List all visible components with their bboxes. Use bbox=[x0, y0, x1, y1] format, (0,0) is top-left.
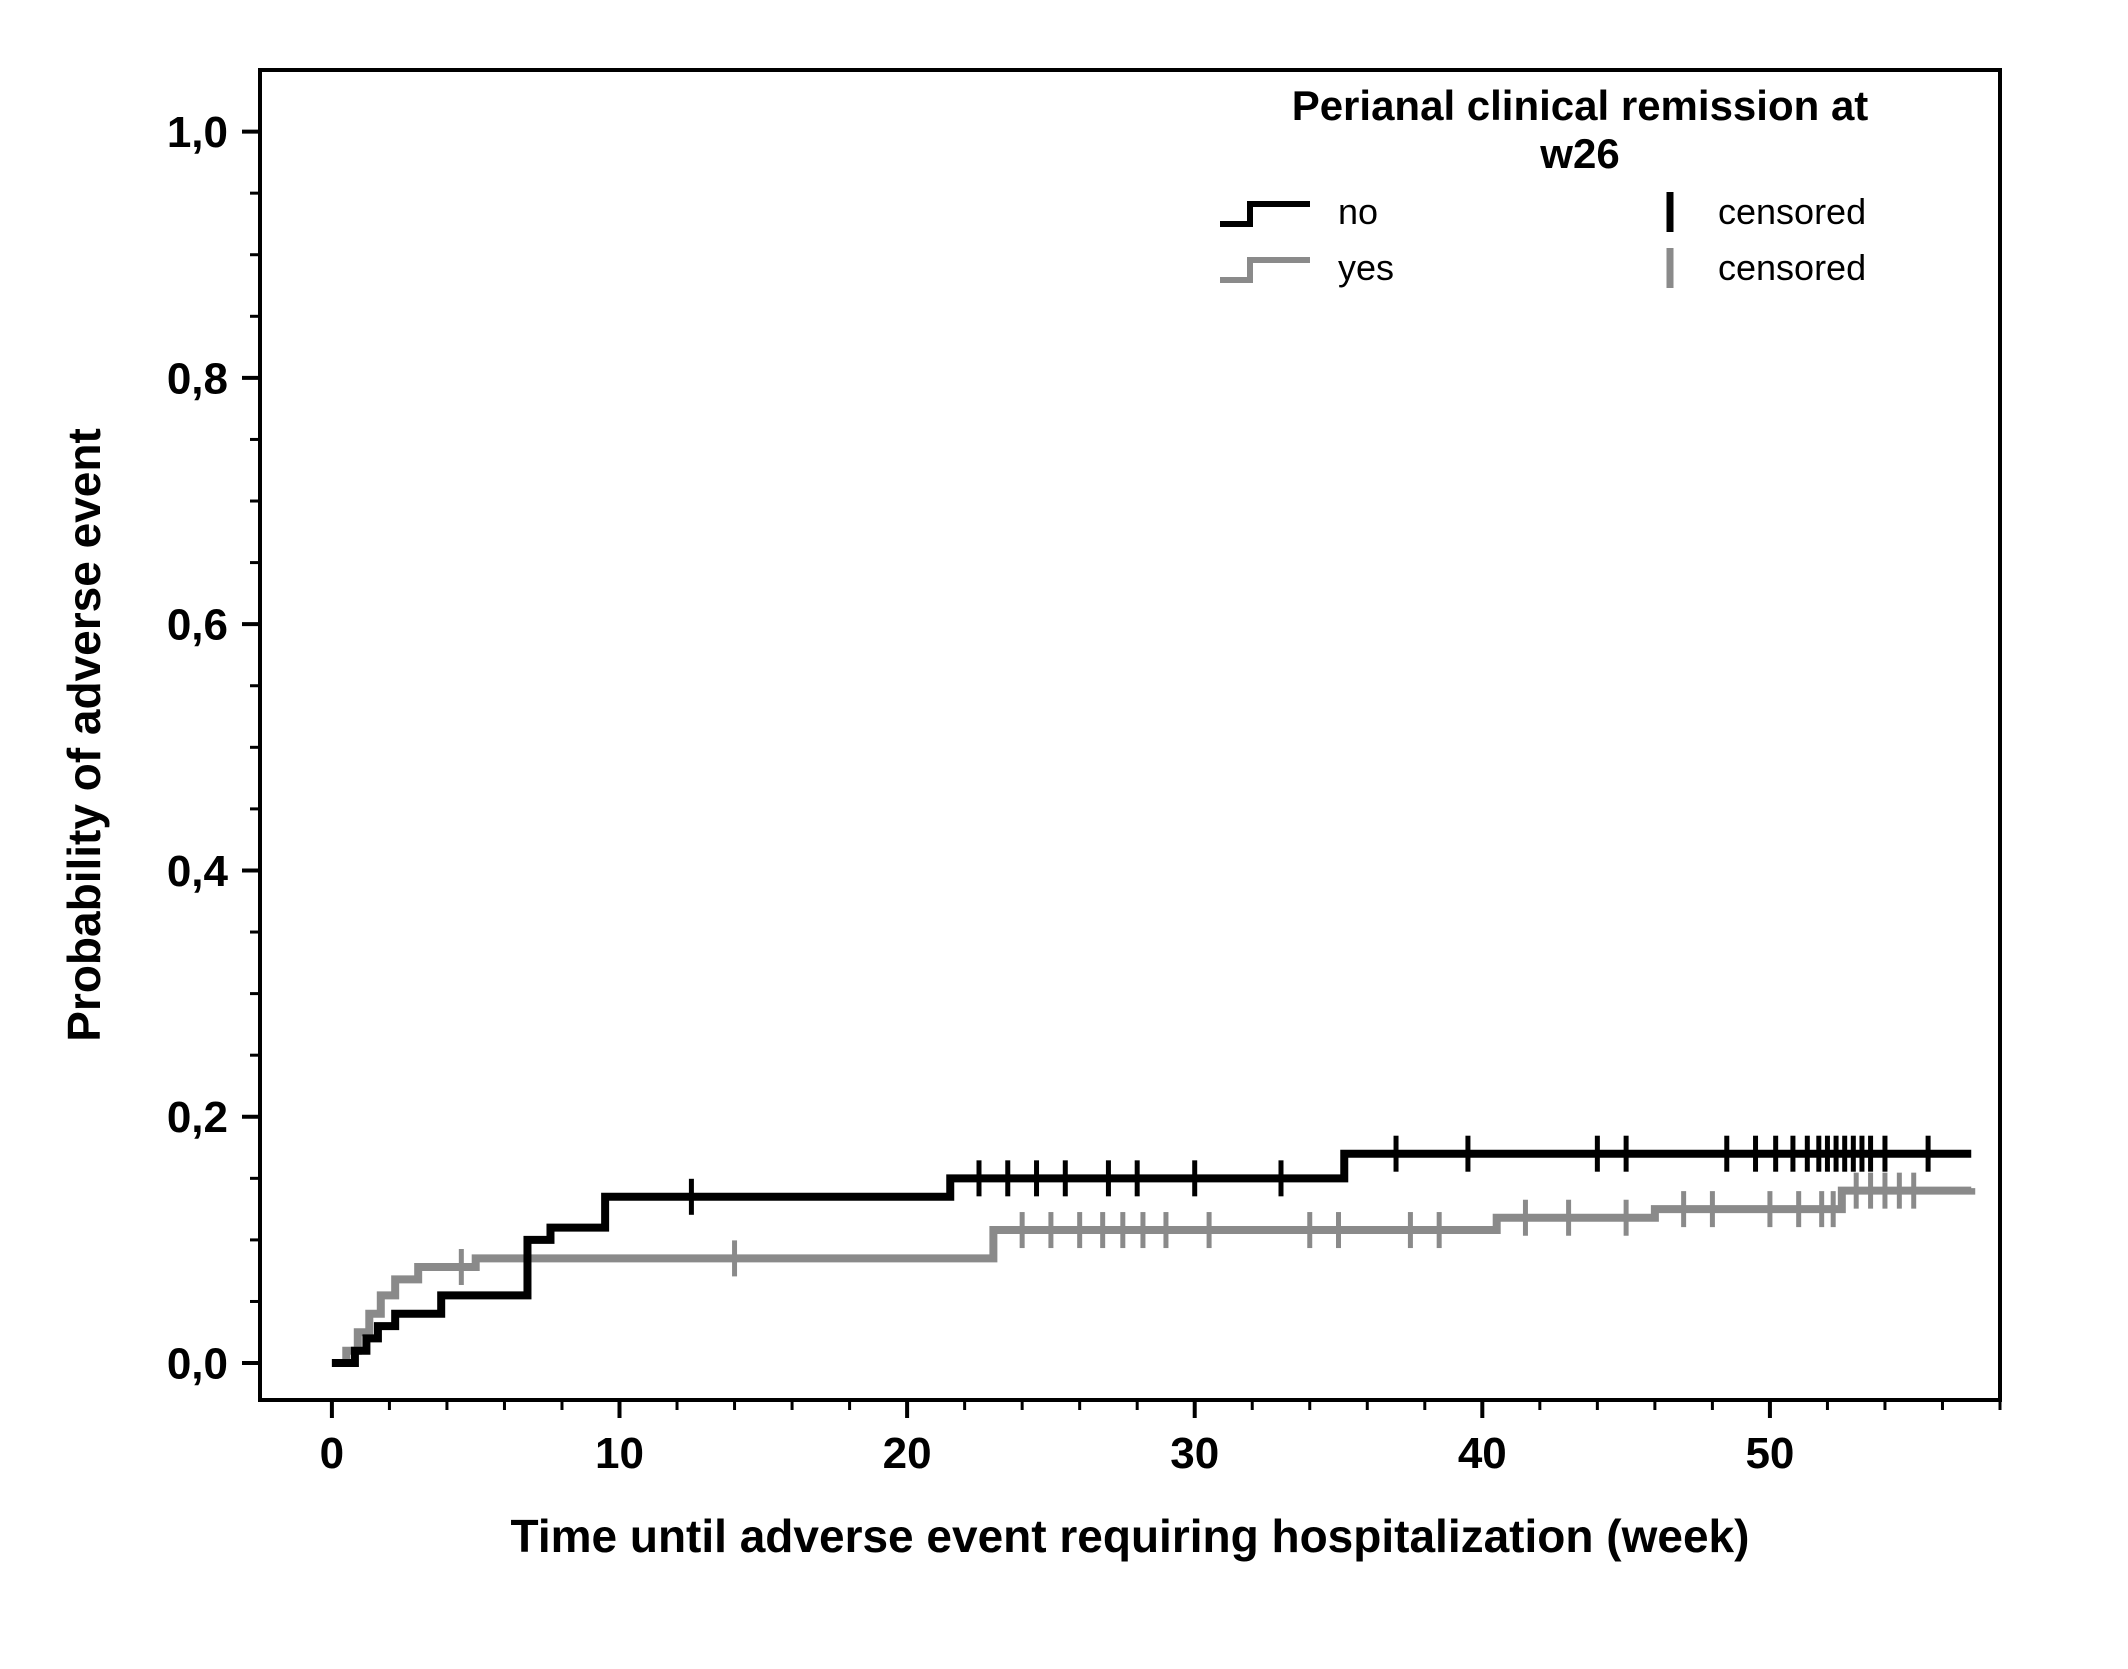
km-chart: 0 10 20 30 40 50 Time until adverse event requ… bbox=[0, 0, 2128, 1669]
legend-label-no: no bbox=[1338, 191, 1378, 232]
chart-svg: 0 10 20 30 40 50 Time until adverse event requ… bbox=[0, 0, 2128, 1669]
y-tick-label: 0,8 bbox=[167, 354, 228, 403]
legend-label-yes-cens: censored bbox=[1718, 247, 1866, 288]
x-tick-label: 30 bbox=[1170, 1429, 1219, 1478]
legend-label-no-cens: censored bbox=[1718, 191, 1866, 232]
y-tick-label: 0,2 bbox=[167, 1093, 228, 1142]
x-tick-label: 0 bbox=[320, 1429, 344, 1478]
x-tick-label: 10 bbox=[595, 1429, 644, 1478]
y-tick-label: 0,4 bbox=[167, 847, 229, 896]
x-tick-label: 40 bbox=[1458, 1429, 1507, 1478]
legend-label-yes: yes bbox=[1338, 247, 1394, 288]
y-tick-label: 0,0 bbox=[167, 1339, 228, 1388]
x-tick-label: 20 bbox=[883, 1429, 932, 1478]
legend-title-line2: w26 bbox=[1539, 130, 1619, 177]
x-axis-label: Time until adverse event requiring hospi… bbox=[511, 1510, 1750, 1562]
y-axis-label: Probability of adverse event bbox=[58, 428, 110, 1042]
y-tick-label: 1,0 bbox=[167, 108, 228, 157]
y-tick-label: 0,6 bbox=[167, 601, 228, 650]
legend-title-line1: Perianal clinical remission at bbox=[1292, 82, 1869, 129]
x-tick-label: 50 bbox=[1745, 1429, 1794, 1478]
